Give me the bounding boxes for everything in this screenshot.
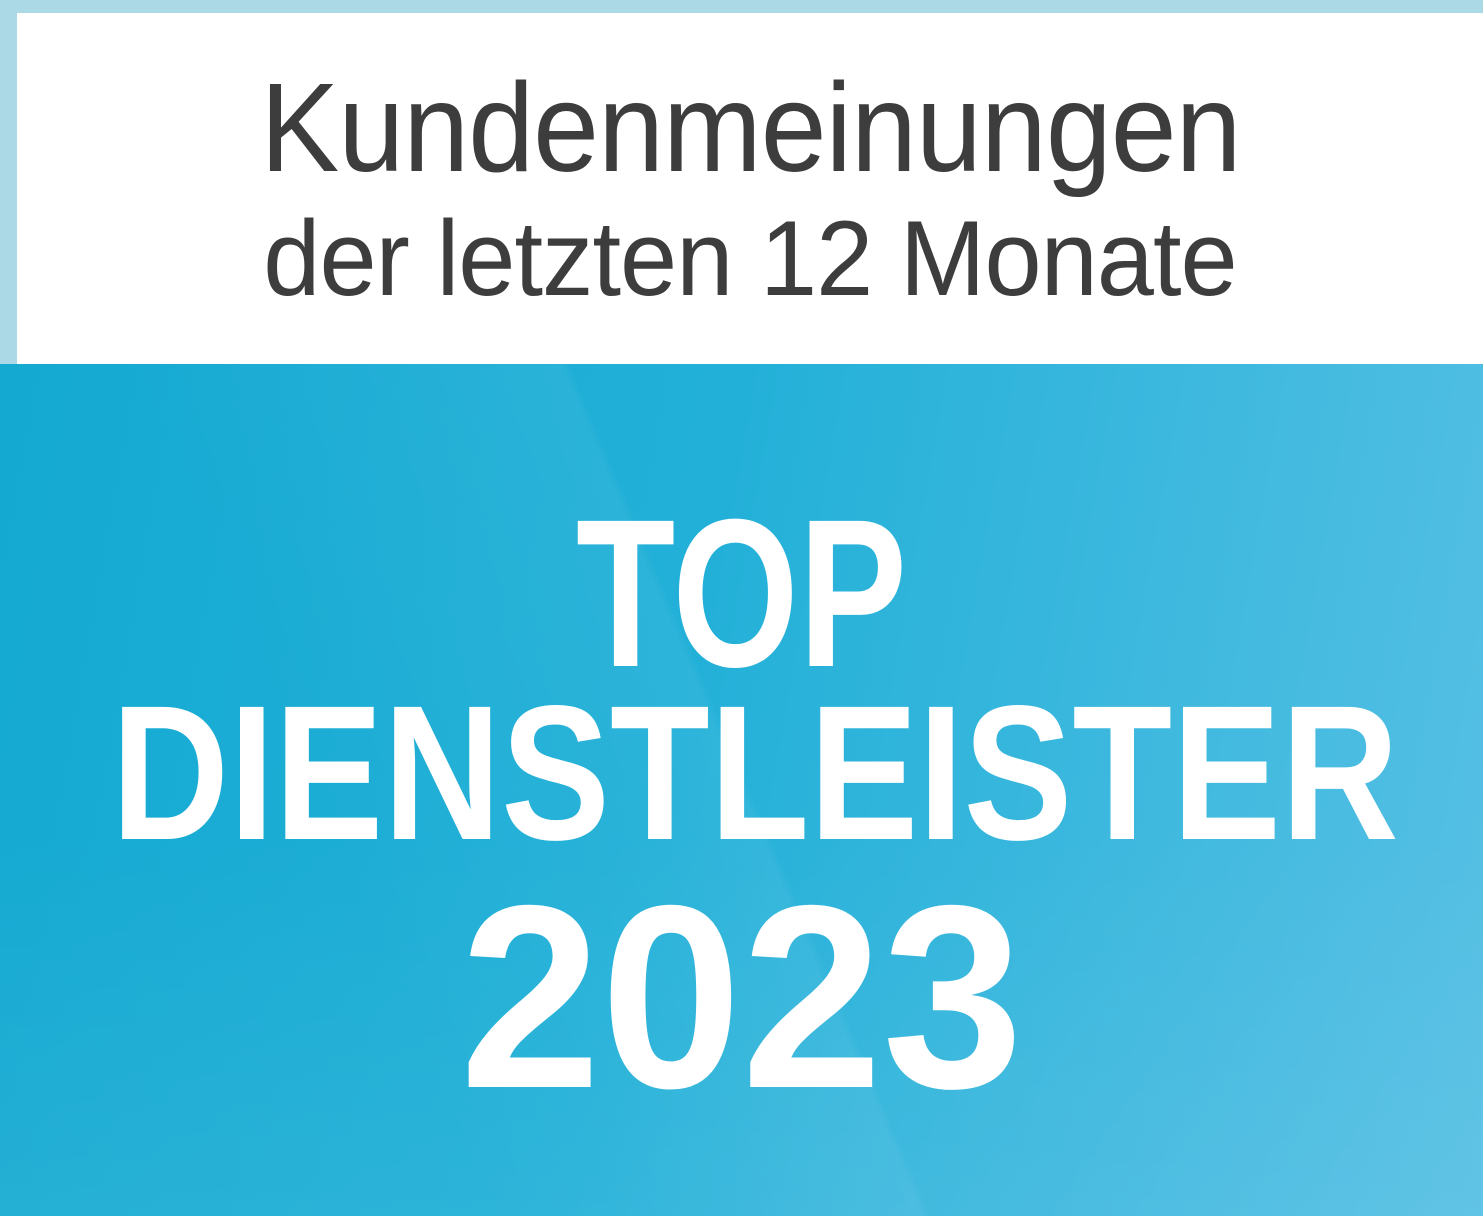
award-line-dienstleister: DIENSTLEISTER: [111, 665, 1399, 881]
header-title: Kundenmeinungen: [259, 57, 1241, 198]
header-subtitle: der letzten 12 Monate: [263, 198, 1237, 318]
award-section: TOP DIENSTLEISTER 2023: [0, 364, 1483, 1216]
award-line-year: 2023: [459, 851, 1024, 1143]
award-line-top: TOP: [575, 475, 908, 711]
badge-frame: Kundenmeinungen der letzten 12 Monate: [0, 0, 1483, 364]
header-panel: Kundenmeinungen der letzten 12 Monate: [17, 13, 1483, 364]
